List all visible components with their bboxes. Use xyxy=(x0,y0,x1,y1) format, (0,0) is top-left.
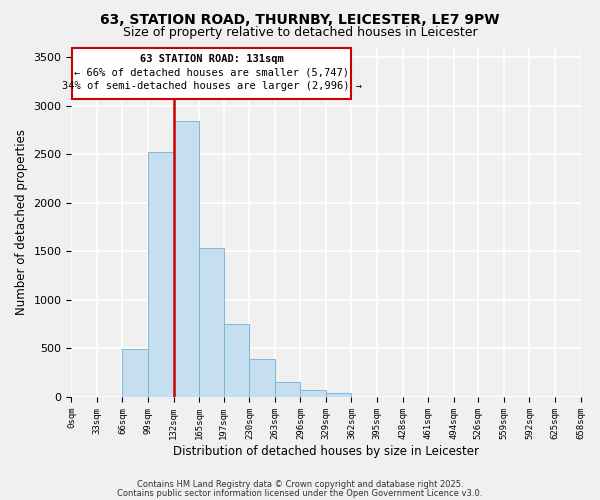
Text: 34% of semi-detached houses are larger (2,996) →: 34% of semi-detached houses are larger (… xyxy=(62,82,362,92)
Text: 63, STATION ROAD, THURNBY, LEICESTER, LE7 9PW: 63, STATION ROAD, THURNBY, LEICESTER, LE… xyxy=(100,12,500,26)
Bar xyxy=(250,359,275,397)
X-axis label: Distribution of detached houses by size in Leicester: Distribution of detached houses by size … xyxy=(173,444,479,458)
Text: 63 STATION ROAD: 131sqm: 63 STATION ROAD: 131sqm xyxy=(140,54,284,64)
Bar xyxy=(275,382,301,397)
Bar xyxy=(173,122,199,397)
Y-axis label: Number of detached properties: Number of detached properties xyxy=(15,129,28,315)
Text: ← 66% of detached houses are smaller (5,747): ← 66% of detached houses are smaller (5,… xyxy=(74,68,349,78)
Bar xyxy=(301,390,326,397)
Bar xyxy=(199,248,224,397)
Bar xyxy=(224,324,250,397)
Text: Size of property relative to detached houses in Leicester: Size of property relative to detached ho… xyxy=(122,26,478,39)
Text: Contains public sector information licensed under the Open Government Licence v3: Contains public sector information licen… xyxy=(118,488,482,498)
Text: Contains HM Land Registry data © Crown copyright and database right 2025.: Contains HM Land Registry data © Crown c… xyxy=(137,480,463,489)
Bar xyxy=(122,350,148,397)
Bar xyxy=(148,152,173,397)
Bar xyxy=(326,393,352,397)
Bar xyxy=(72,48,352,99)
